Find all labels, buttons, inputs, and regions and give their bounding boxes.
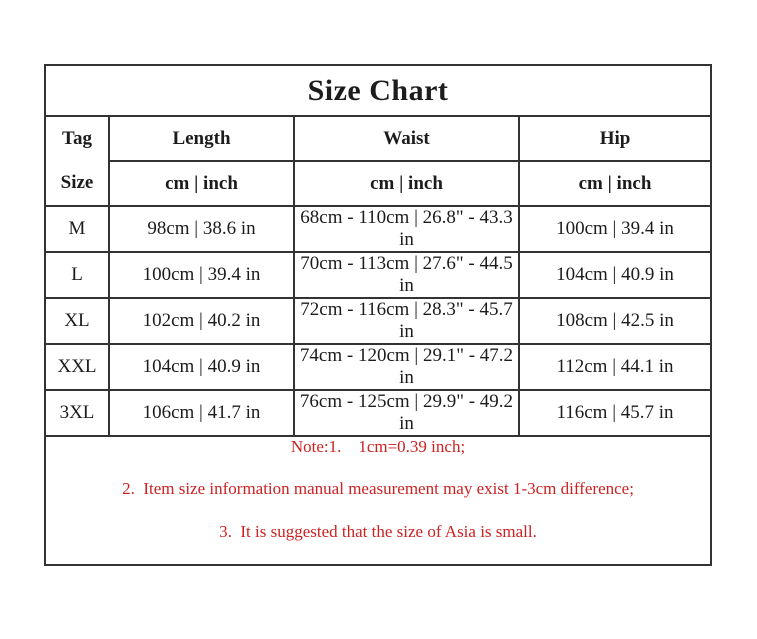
length-cell: 100cm | 39.4 in: [108, 251, 295, 299]
waist-cell: 76cm - 125cm | 29.9" - 49.2 in: [293, 389, 520, 437]
corner-header-cell: Tag Size: [44, 115, 110, 207]
unit-header-hip: cm | inch: [518, 160, 712, 207]
size-chart-table: Size Chart Tag Size Length Waist Hip cm …: [44, 64, 712, 567]
length-cell: 102cm | 40.2 in: [108, 297, 295, 345]
table-row: XL 102cm | 40.2 in 72cm - 116cm | 28.3" …: [44, 297, 712, 345]
waist-cell: 70cm - 113cm | 27.6" - 44.5 in: [293, 251, 520, 299]
length-cell: 106cm | 41.7 in: [108, 389, 295, 437]
length-cell: 104cm | 40.9 in: [108, 343, 295, 391]
notes-section: Note:1. 1cm=0.39 inch; 2. Item size info…: [44, 434, 712, 567]
hip-cell: 108cm | 42.5 in: [518, 297, 712, 345]
note-line-2: 2. Item size information manual measurem…: [122, 479, 634, 499]
page-title: Size Chart: [44, 64, 712, 117]
column-header-waist: Waist: [293, 115, 520, 162]
corner-header: Tag Size: [46, 117, 108, 205]
column-header-hip: Hip: [518, 115, 712, 162]
waist-cell: 68cm - 110cm | 26.8" - 43.3 in: [293, 205, 520, 253]
table-row: M 98cm | 38.6 in 68cm - 110cm | 26.8" - …: [44, 205, 712, 253]
hip-cell: 116cm | 45.7 in: [518, 389, 712, 437]
corner-header-line-tag: Tag: [62, 128, 92, 149]
table-row: XXL 104cm | 40.9 in 74cm - 120cm | 29.1"…: [44, 343, 712, 391]
table-row: 3XL 106cm | 41.7 in 76cm - 125cm | 29.9"…: [44, 389, 712, 437]
size-tag-cell: L: [44, 251, 110, 299]
column-header-length: Length: [108, 115, 295, 162]
size-tag-cell: M: [44, 205, 110, 253]
notes-row: Note:1. 1cm=0.39 inch; 2. Item size info…: [44, 434, 712, 567]
waist-cell: 74cm - 120cm | 29.1" - 47.2 in: [293, 343, 520, 391]
header-row-units: cm | inch cm | inch cm | inch: [45, 160, 712, 207]
note-line-3: 3. It is suggested that the size of Asia…: [219, 521, 537, 541]
hip-cell: 112cm | 44.1 in: [518, 343, 712, 391]
note-line-1: Note:1. 1cm=0.39 inch;: [290, 437, 466, 456]
table-row: L 100cm | 39.4 in 70cm - 113cm | 27.6" -…: [44, 251, 712, 299]
waist-cell: 72cm - 116cm | 28.3" - 45.7 in: [293, 297, 520, 345]
size-tag-cell: XXL: [44, 343, 110, 391]
size-tag-cell: XL: [44, 297, 110, 345]
unit-header-waist: cm | inch: [293, 160, 520, 207]
header-row-groups: Tag Size Length Waist Hip: [44, 115, 712, 207]
length-cell: 98cm | 38.6 in: [108, 205, 295, 253]
size-tag-cell: 3XL: [44, 389, 110, 437]
title-row: Size Chart: [44, 64, 712, 117]
hip-cell: 104cm | 40.9 in: [518, 251, 712, 299]
hip-cell: 100cm | 39.4 in: [518, 205, 712, 253]
corner-header-line-size: Size: [60, 172, 94, 193]
unit-header-length: cm | inch: [108, 160, 295, 207]
